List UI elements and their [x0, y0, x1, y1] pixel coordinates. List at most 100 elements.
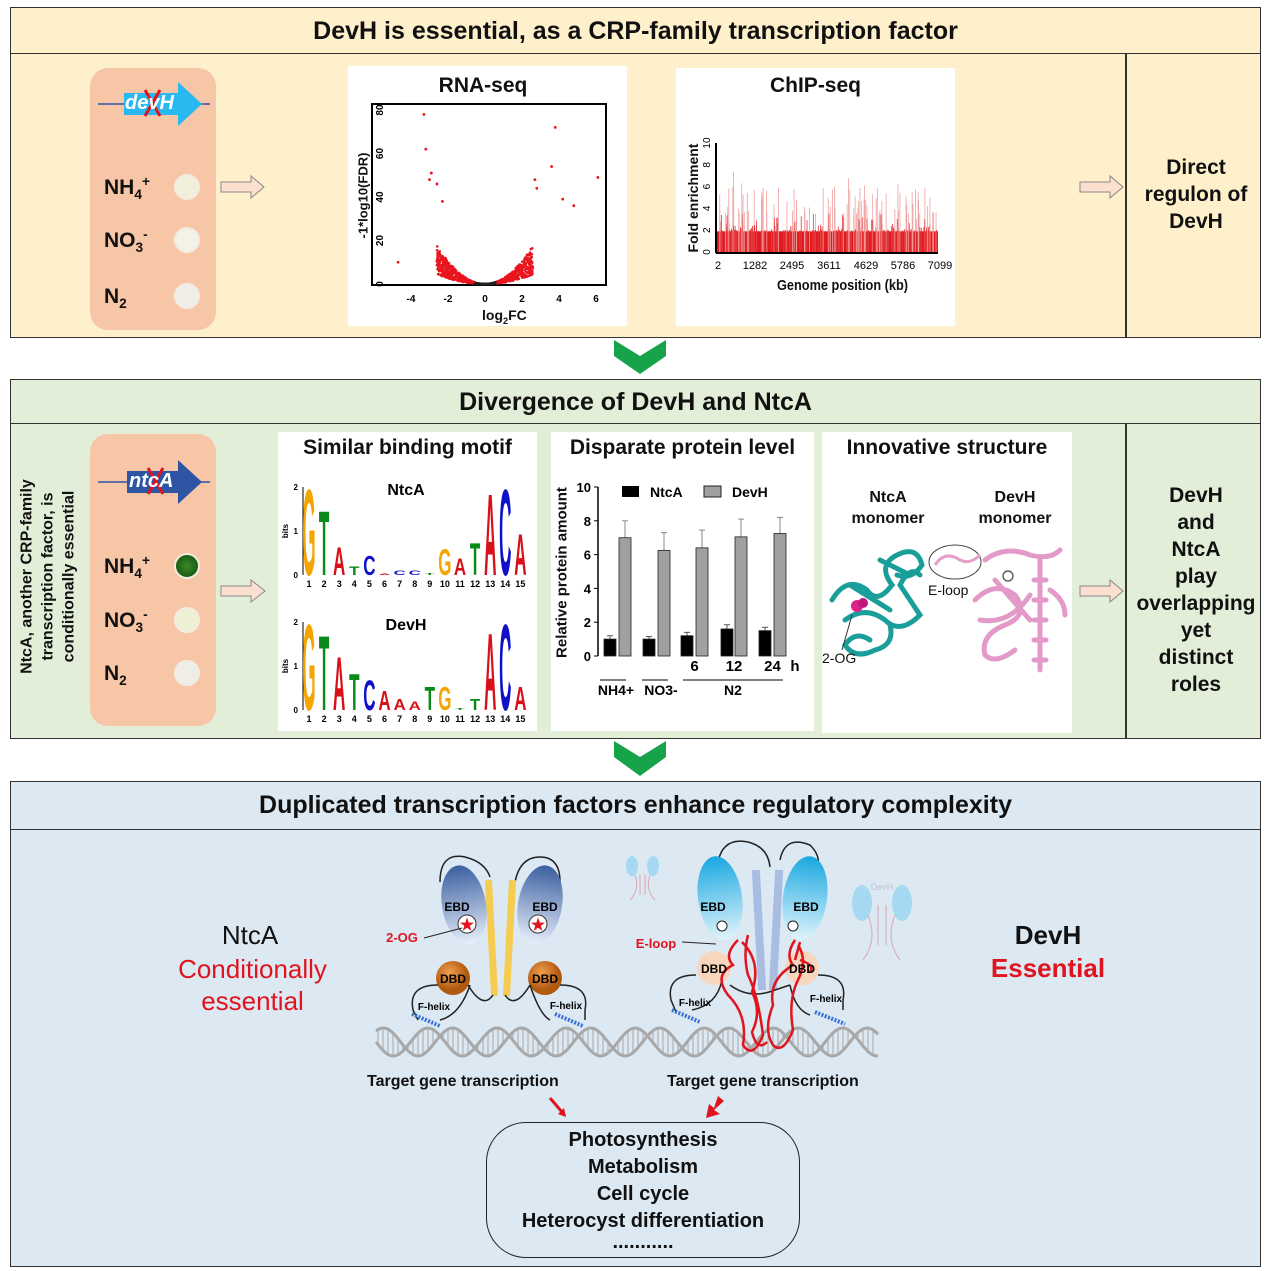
- logo-letter: T: [470, 697, 481, 714]
- data-point: [448, 274, 451, 277]
- x-tick-label: 7099: [928, 260, 952, 272]
- y-tick-label: 8: [702, 162, 713, 168]
- direct-regulon-text: Direct regulon of DevH: [1144, 156, 1248, 233]
- devh-monomer-label: DevH monomer: [967, 487, 1063, 529]
- data-point: [472, 281, 475, 284]
- text-line: yet: [1180, 619, 1212, 642]
- data-point: [470, 281, 473, 284]
- cond-sup: -: [143, 227, 148, 242]
- fhelix-label: F-helix: [418, 1002, 451, 1013]
- devh-status: Essential: [990, 953, 1106, 983]
- ebd-label: EBD: [793, 900, 819, 914]
- data-point: [444, 258, 448, 261]
- position-label: 14: [500, 714, 510, 724]
- data-point: [435, 248, 439, 252]
- bar-ntca: [603, 638, 617, 657]
- logo-letter: G: [438, 543, 451, 584]
- chevron-down-icon: [614, 340, 666, 776]
- ebd-label: EBD: [700, 900, 726, 914]
- bar-ntca: [680, 635, 694, 657]
- devh-gene-arrow: [98, 82, 210, 126]
- logo-letter: G: [302, 601, 315, 737]
- cond-sup: +: [141, 174, 150, 189]
- data-point: [529, 256, 533, 260]
- y-tick-label: 0: [702, 249, 713, 255]
- logo-letter: T: [319, 615, 329, 734]
- cond-sub: 2: [119, 673, 127, 689]
- logo-name: DevH: [386, 617, 427, 634]
- data-point: [455, 272, 459, 275]
- y-axis-label: bits: [281, 523, 290, 538]
- data-point: [463, 280, 466, 283]
- bar-ylabel: Relative protein amount: [553, 487, 571, 658]
- data-point: [530, 269, 533, 272]
- data-point: [437, 268, 440, 272]
- data-point: [451, 278, 455, 281]
- logo-letter: T: [470, 535, 480, 585]
- logo-letter: A: [484, 611, 496, 734]
- panel-title: DevH is essential, as a CRP-family trans…: [11, 8, 1260, 54]
- panel-title: Duplicated transcription factors enhance…: [11, 782, 1260, 830]
- cond-base: NH: [104, 176, 135, 199]
- logo-letter: T: [319, 492, 329, 595]
- ntca-name: NtcA: [221, 920, 279, 950]
- position-label: 5: [367, 579, 372, 589]
- logo-name: NtcA: [387, 482, 425, 499]
- data-point: [508, 277, 512, 281]
- outcome-item: Metabolism: [587, 1156, 699, 1178]
- logo-letter: T: [425, 572, 436, 576]
- structure-title: Innovative structure: [846, 436, 1048, 459]
- outcomes-box: Photosynthesis Metabolism Cell cycle Het…: [486, 1122, 800, 1258]
- x-tick-label: -4: [407, 294, 416, 305]
- y-tick-label: 0: [294, 571, 299, 580]
- data-point: [550, 165, 553, 168]
- panel-devh-essential: DevH is essential, as a CRP-family trans…: [10, 7, 1261, 338]
- position-label: 3: [337, 714, 342, 724]
- group-label: N2: [724, 682, 742, 698]
- rnaseq-xlabel: log2FC: [482, 307, 527, 326]
- x-tick-label: 2: [715, 260, 721, 272]
- colony-spot: [174, 227, 200, 253]
- position-label: 6: [382, 714, 387, 724]
- eloop-label: E-loop: [928, 582, 969, 598]
- data-point: [506, 274, 509, 277]
- panel-complexity: Duplicated transcription factors enhance…: [10, 781, 1261, 1267]
- data-point: [512, 271, 516, 274]
- data-point: [440, 263, 444, 267]
- time-unit: h: [790, 658, 799, 675]
- position-label: 1: [306, 579, 311, 589]
- label-line: DevH: [994, 489, 1036, 506]
- dbd-label: DBD: [701, 962, 727, 976]
- data-point: [524, 264, 528, 267]
- fhelix-label: F-helix: [810, 994, 843, 1005]
- data-point: [480, 282, 484, 286]
- ntca-status: Conditionally essential: [140, 953, 365, 1017]
- data-point: [449, 271, 453, 274]
- ntca-structure: [829, 549, 925, 657]
- eloop-label: E-loop: [636, 936, 676, 951]
- position-label: 8: [412, 714, 417, 724]
- legend-swatch-ntca: [622, 486, 639, 497]
- rnaseq-ylabel: -1*log10(FDR): [355, 152, 371, 239]
- cond-sub: 4: [134, 566, 142, 582]
- data-point: [450, 273, 453, 277]
- side-line: NtcA, another CRP-family: [18, 479, 36, 674]
- data-point: [529, 265, 532, 269]
- y-tick-label: 2: [294, 483, 299, 492]
- data-point: [483, 282, 487, 286]
- x-tick-label: 6: [690, 658, 698, 675]
- position-label: 15: [515, 714, 525, 724]
- data-point: [436, 256, 439, 259]
- bar-devh: [695, 547, 709, 657]
- bar-ntca: [642, 638, 656, 657]
- y-tick-label: 2: [294, 618, 299, 627]
- position-label: 12: [470, 579, 480, 589]
- data-point: [514, 267, 518, 271]
- panel-title: Divergence of DevH and NtcA: [11, 380, 1260, 424]
- data-point: [466, 278, 470, 282]
- data-point: [477, 282, 480, 285]
- data-point: [523, 257, 526, 261]
- label-line: monomer: [851, 510, 925, 527]
- side-line: transcription factor, is: [39, 492, 57, 661]
